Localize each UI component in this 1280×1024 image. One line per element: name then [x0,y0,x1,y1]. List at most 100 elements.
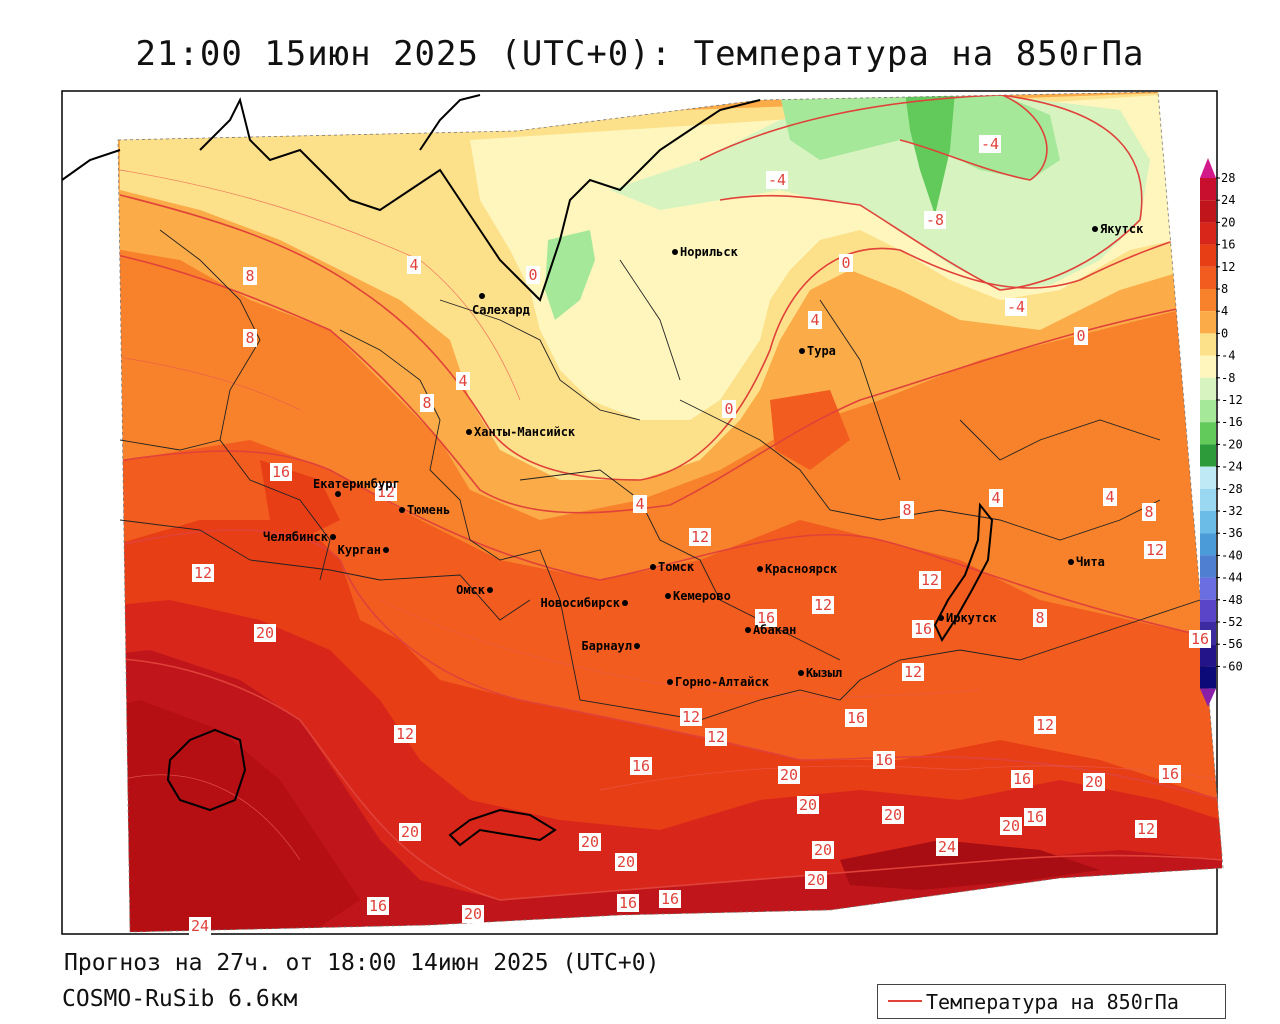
contour-label: 4 [409,256,418,274]
contour-label: 16 [1013,770,1031,788]
city-marker [799,348,805,354]
contour-label-bg [680,708,702,726]
contour-label: 4 [810,311,819,329]
city-markers: Норильск Якутск Салехард Тура Ханты-Мансийск… [263,222,1144,689]
contour-label: 12 [194,564,212,582]
contour-label: 16 [757,609,775,627]
contour-label-bg [778,766,800,784]
city-marker [335,491,341,497]
colorbar-tick-label: -12 [1221,393,1243,407]
city-marker [479,293,485,299]
colorbar-tick-label: -56 [1221,637,1243,651]
minor-isotherms [118,169,1223,861]
contour-label: 8 [1144,503,1153,521]
city-marker [667,679,673,685]
contour-label: 16 [1161,765,1179,783]
contour-label-bg [989,489,1003,507]
colorbar-tick-label: -60 [1221,659,1243,673]
colorbar-segment [1200,666,1216,689]
contour-label: 4 [635,495,644,513]
contour-label: 8 [902,501,911,519]
contour-label-bg [367,897,389,915]
contour-label: 24 [938,838,956,856]
contour-label-bg [766,171,788,189]
contour-label-bg [1159,765,1181,783]
legend-box: Температура на 850гПа [877,984,1226,1019]
colorbar-tick-label: 28 [1221,171,1235,185]
colorbar-tick-label: -4 [1221,349,1235,363]
contour-label-bg [270,463,292,481]
contour-label-bg [1189,630,1211,648]
contour-label: 16 [875,751,893,769]
colorbar-tick-label: -36 [1221,526,1243,540]
contour-label-bg [805,871,827,889]
contour-label: -4 [1007,298,1025,316]
contour-label-bg [902,663,924,681]
colorbar-tick-label: 8 [1221,282,1228,296]
colorbar-tick-label: -44 [1221,571,1243,585]
colorbar-segment [1200,444,1216,467]
map-title: 21:00 15июн 2025 (UTC+0): Температура на… [135,34,1145,74]
contour-label: 12 [396,725,414,743]
colorbar-tick-label: 4 [1221,304,1228,318]
city-marker [330,534,336,540]
city-label: Норильск [680,245,739,259]
contour-label: 16 [1026,808,1044,826]
contour-label-bg [615,853,637,871]
city-label: Барнаул [581,639,632,653]
contour-label: 12 [691,528,709,546]
colorbar-segment [1200,289,1216,312]
colorbar-segment [1200,333,1216,356]
colorbar-tick-label: -40 [1221,548,1243,562]
colorbar-segment [1200,488,1216,511]
contour-label-bg [456,372,470,390]
contour-label-bg [243,329,257,347]
contour-label-bg [845,709,867,727]
contour-label: 12 [1146,541,1164,559]
city-label: Екатеринбург [313,477,400,491]
contour-label-bg [912,620,934,638]
contour-label-bg [1005,298,1027,316]
city-label: Ханты-Мансийск [474,425,576,439]
colorbar-tick-label: 16 [1221,238,1235,252]
city-label: Иркутск [946,611,997,625]
contour-label-bg [407,256,421,274]
contour-label-bg [1142,503,1156,521]
contour-label: 12 [707,728,725,746]
contour-label-bg [689,528,711,546]
contour-label: 16 [661,890,679,908]
contour-label: 24 [191,917,209,935]
colorbar-tick-label: -52 [1221,615,1243,629]
contour-label: 16 [272,463,290,481]
colorbar: 28 24 20 16 12 8 4 0 -4 -8 -12 -16 -20 -24 -28 -32 -36 -4… [1200,158,1243,707]
colorbar-segment [1200,200,1216,223]
city-marker [665,593,671,599]
contour-label-bg [1033,609,1047,627]
contour-label: 8 [245,267,254,285]
contour-label: 0 [841,254,850,272]
contour-label: 4 [458,372,467,390]
colorbar-bottom-cap [1200,688,1216,707]
contour-label-bg [1024,808,1046,826]
contour-label: 16 [914,620,932,638]
contour-label-bg [873,751,895,769]
contour-label-bg [1034,716,1056,734]
colorbar-segment [1200,178,1216,201]
colorbar-segment [1200,355,1216,378]
region-borders [119,229,1201,721]
contour-label: 0 [724,400,733,418]
forecast-info: Прогноз на 27ч. от 18:00 14июн 2025 (UTC… [64,950,660,976]
city-label: Новосибирск [541,596,621,610]
contour-label-bg [1011,770,1033,788]
contour-label: 20 [581,833,599,851]
contour-label-bg [420,394,434,412]
contour-label-bg [617,894,639,912]
contour-label: 4 [1105,488,1114,506]
contour-label: 20 [617,853,635,871]
contour-label: 20 [256,624,274,642]
contour-label-bg [633,495,647,513]
colorbar-segment [1200,511,1216,534]
contour-label: 8 [1035,609,1044,627]
city-marker [650,564,656,570]
city-marker [938,615,944,621]
